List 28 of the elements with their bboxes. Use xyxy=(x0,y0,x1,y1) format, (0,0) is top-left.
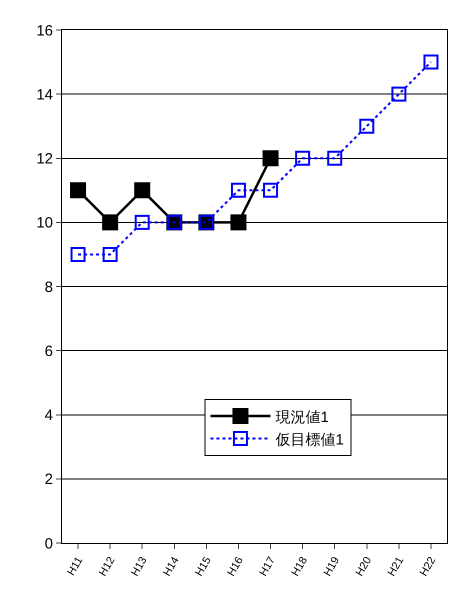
point xyxy=(230,214,246,230)
point xyxy=(263,182,278,198)
point xyxy=(134,182,150,198)
point xyxy=(70,246,86,262)
x-tick-label: H21 xyxy=(386,554,406,578)
y-tick-label: 14 xyxy=(36,86,53,104)
point xyxy=(391,86,406,102)
x-tick-label: H11 xyxy=(65,554,86,578)
point xyxy=(102,246,118,262)
legend-label: 現況値1 xyxy=(275,408,329,426)
point xyxy=(423,54,438,70)
y-tick-label: 4 xyxy=(44,407,53,424)
y-tick-label: 8 xyxy=(44,278,53,296)
point xyxy=(295,150,310,166)
point xyxy=(262,150,279,166)
point xyxy=(134,214,150,230)
y-tick-label: 12 xyxy=(36,150,53,168)
y-tick-label: 16 xyxy=(36,22,53,40)
y-tick-label: 2 xyxy=(44,471,53,488)
y-tick-label: 10 xyxy=(36,214,53,232)
point xyxy=(327,150,342,166)
point xyxy=(102,214,118,230)
y-tick-label: 0 xyxy=(44,535,53,552)
point xyxy=(359,118,374,134)
point xyxy=(230,182,246,198)
point xyxy=(70,182,86,198)
y-tick-label: 6 xyxy=(44,342,53,360)
legend-label: 仮目標値1 xyxy=(274,431,344,448)
